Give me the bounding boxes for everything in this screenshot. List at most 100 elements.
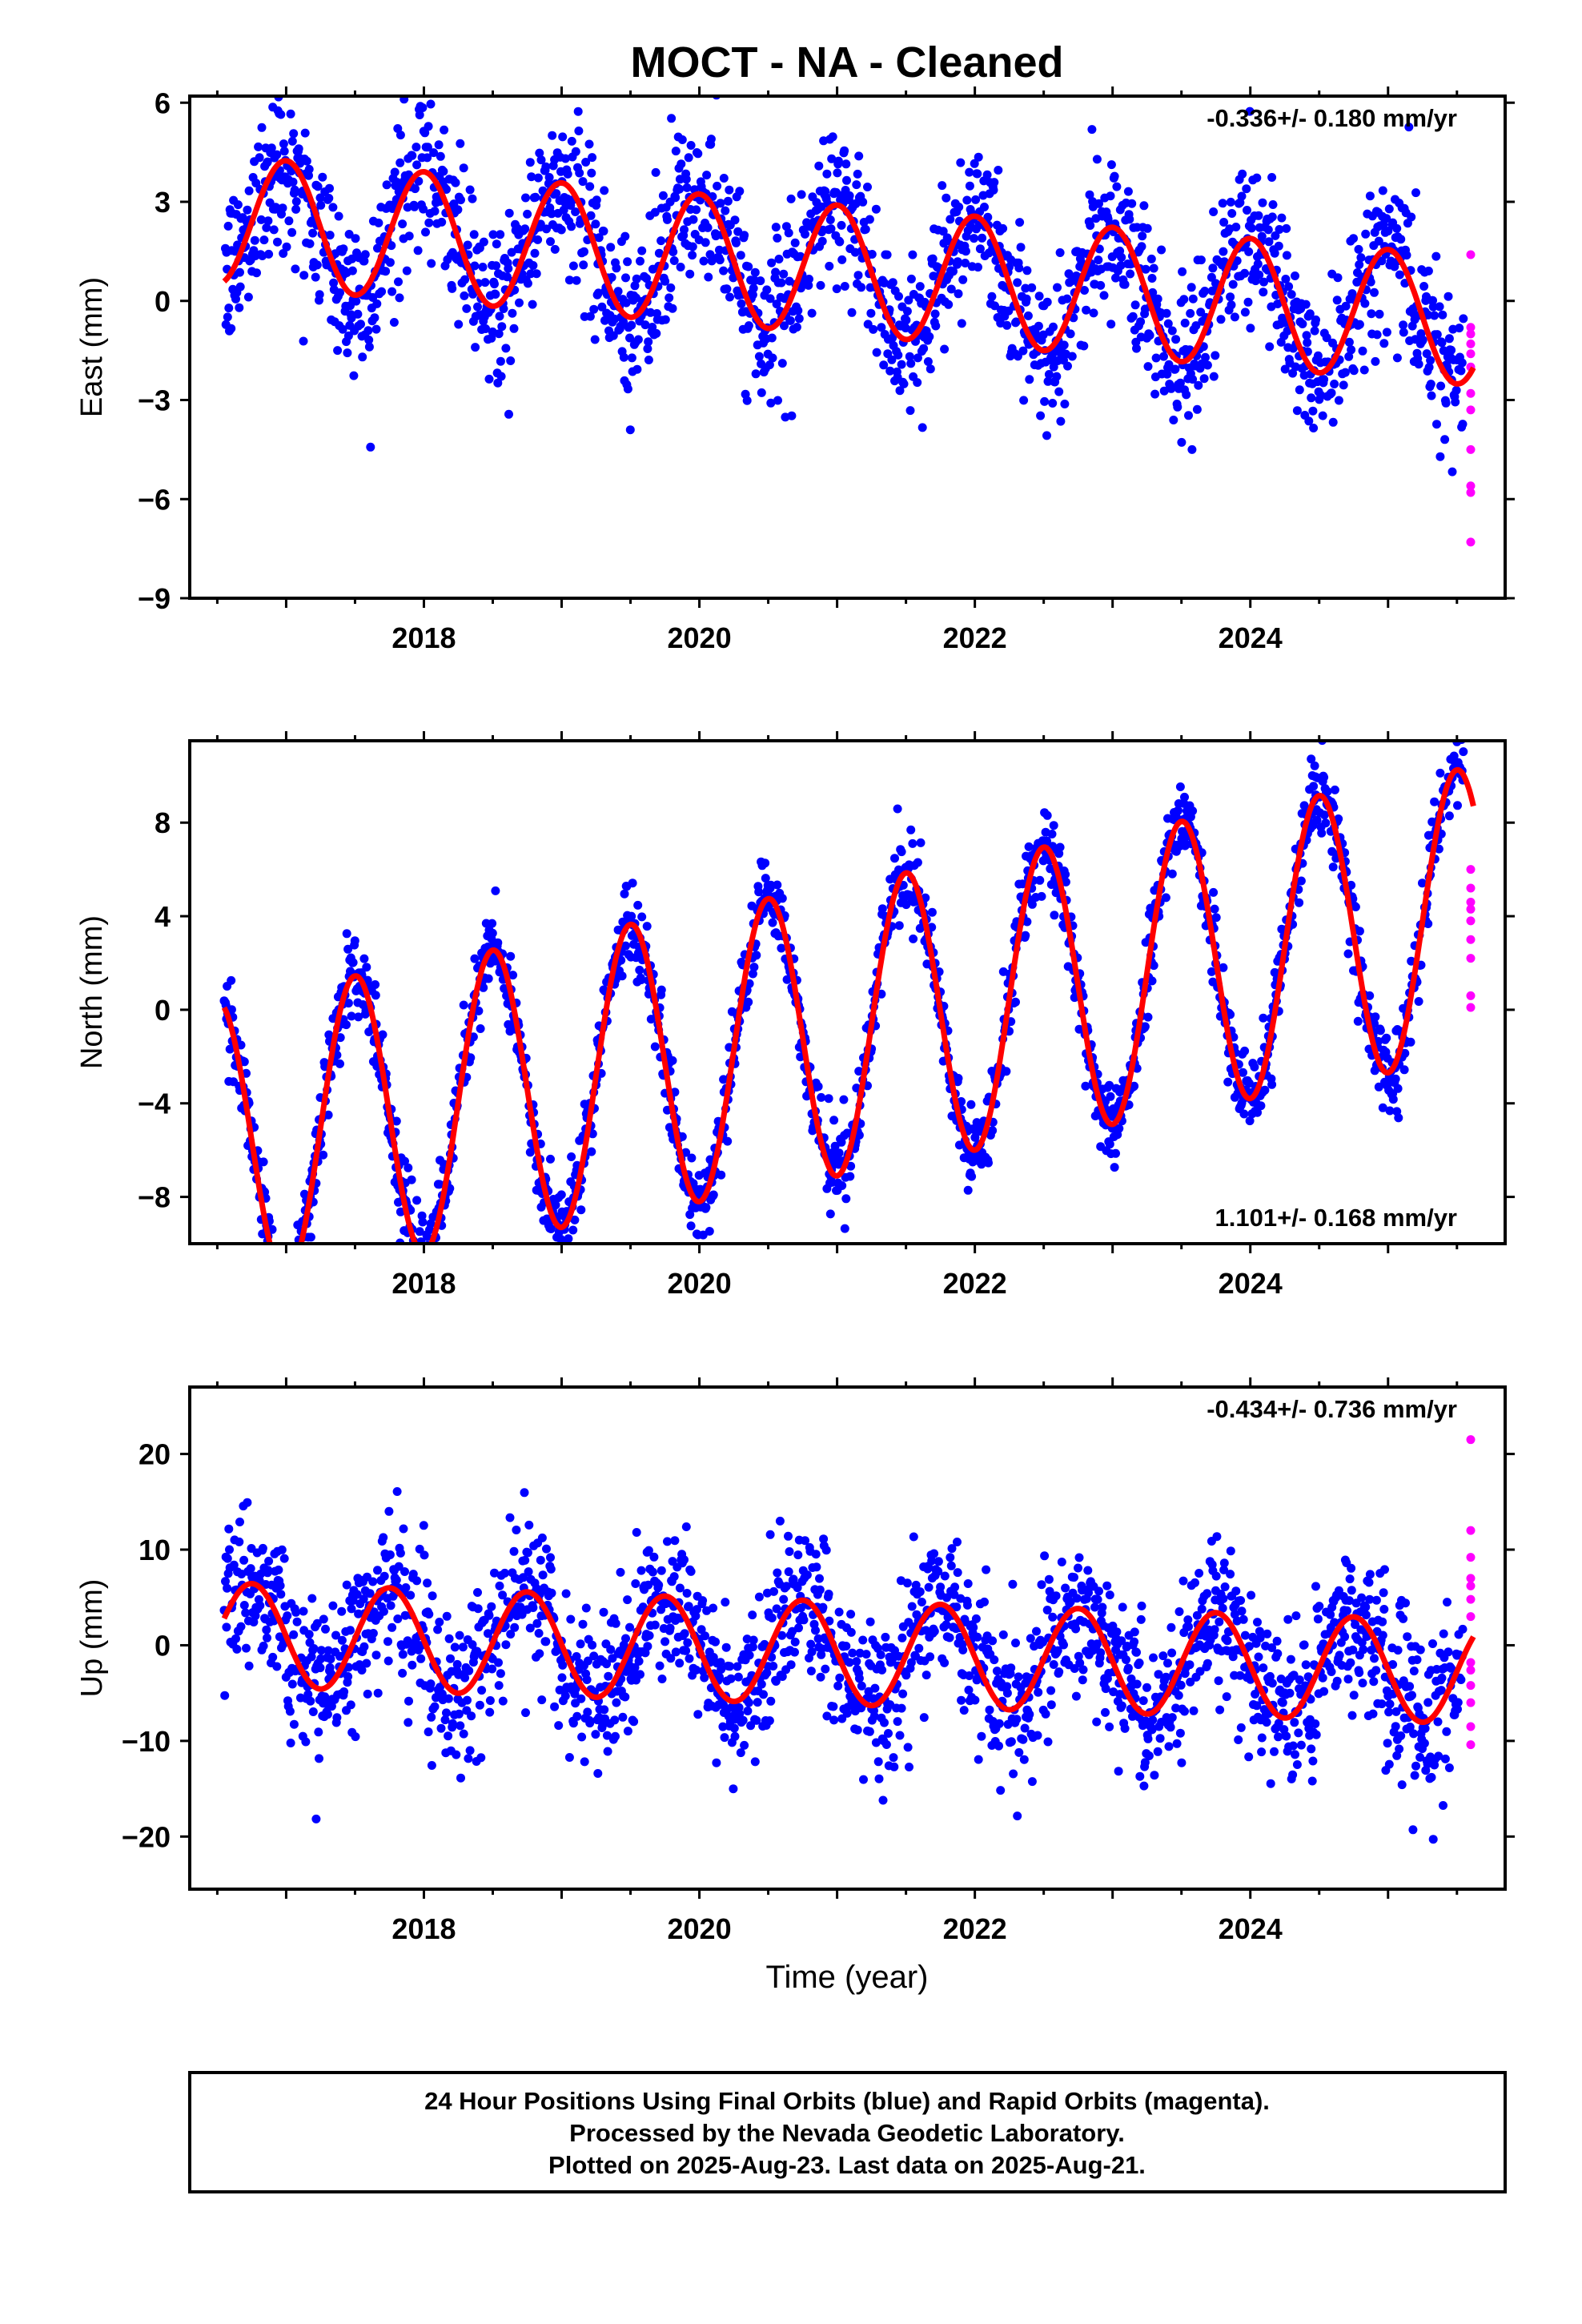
data-point: [748, 1610, 757, 1620]
data-point: [751, 369, 761, 379]
data-point: [351, 296, 361, 306]
data-point: [1130, 300, 1140, 310]
data-point: [551, 1200, 560, 1210]
data-point: [430, 1251, 439, 1260]
data-point: [925, 332, 934, 341]
data-point: [274, 1269, 283, 1277]
data-point: [1130, 1081, 1139, 1091]
data-point: [946, 215, 955, 224]
data-point: [332, 1713, 342, 1723]
data-point: [744, 997, 753, 1007]
data-point: [801, 1536, 809, 1546]
panel-frame: [188, 94, 1507, 600]
data-point: [547, 209, 556, 219]
data-point: [268, 1251, 277, 1260]
data-point: [291, 197, 301, 207]
data-point: [262, 1625, 271, 1634]
data-point: [379, 1571, 389, 1581]
data-point: [291, 1607, 301, 1617]
data-point: [773, 880, 782, 890]
data-point: [1219, 218, 1229, 227]
data-point: [464, 1754, 473, 1763]
data-point: [558, 132, 568, 142]
data-point: [738, 1715, 748, 1725]
data-point: [1245, 107, 1255, 116]
data-point: [383, 1637, 392, 1647]
data-point: [291, 204, 301, 214]
data-point: [620, 889, 629, 899]
data-point: [1452, 385, 1461, 395]
data-point: [1162, 308, 1171, 318]
data-point: [1330, 785, 1339, 794]
data-point: [521, 1708, 530, 1718]
data-point: [554, 1721, 564, 1731]
data-point: [1042, 836, 1051, 846]
data-point: [752, 1715, 761, 1725]
data-point: [942, 193, 951, 203]
rapid-point: [1466, 488, 1476, 497]
data-point: [1216, 315, 1226, 324]
data-point: [794, 1623, 803, 1633]
data-point: [368, 293, 378, 302]
data-point: [456, 1773, 465, 1783]
data-point: [525, 1623, 535, 1633]
data-point: [289, 1266, 298, 1275]
data-point: [1308, 406, 1318, 416]
data-point: [1094, 255, 1103, 265]
data-point: [1432, 420, 1441, 429]
data-point: [231, 1634, 240, 1643]
data-point: [412, 1196, 422, 1205]
data-point: [671, 1647, 681, 1657]
rapid-point: [1466, 329, 1476, 339]
data-point: [271, 1256, 280, 1265]
data-point: [1219, 247, 1228, 256]
data-point: [1371, 1012, 1380, 1022]
data-point: [343, 944, 353, 954]
data-point: [1149, 263, 1158, 273]
data-point: [556, 225, 566, 235]
data-point: [484, 974, 493, 983]
data-point: [1211, 351, 1220, 360]
data-point: [816, 280, 825, 290]
data-point: [1180, 792, 1189, 802]
data-point: [686, 1566, 696, 1576]
data-point: [287, 136, 297, 146]
data-point: [370, 313, 379, 323]
data-point: [1175, 782, 1185, 791]
data-point: [528, 1603, 538, 1612]
plot-area: [219, 741, 1476, 1285]
data-point: [1050, 911, 1059, 920]
data-point: [1402, 251, 1411, 260]
data-point: [548, 131, 557, 140]
data-point: [785, 316, 795, 325]
data-point: [1218, 199, 1227, 208]
data-point: [1196, 255, 1206, 265]
data-point: [258, 1543, 267, 1553]
data-point: [1355, 320, 1364, 329]
data-point: [621, 1634, 630, 1643]
data-point: [299, 336, 308, 346]
data-point: [725, 185, 734, 195]
data-point: [644, 337, 653, 347]
data-point: [1022, 266, 1032, 275]
data-point: [1239, 1068, 1247, 1077]
data-point: [661, 315, 670, 324]
data-point: [775, 1516, 785, 1526]
data-point: [281, 1277, 290, 1285]
data-point: [1377, 256, 1387, 266]
data-point: [990, 301, 999, 311]
data-point: [966, 1100, 976, 1109]
data-point: [530, 248, 540, 258]
data-point: [761, 858, 770, 868]
data-point: [632, 1528, 641, 1537]
data-point: [255, 1601, 265, 1610]
data-point: [872, 348, 881, 357]
data-point: [1192, 404, 1202, 414]
data-point: [604, 1671, 613, 1681]
data-point: [711, 1637, 720, 1647]
data-point: [1106, 160, 1116, 170]
data-point: [348, 958, 358, 967]
data-point: [825, 261, 834, 271]
data-point: [1106, 1092, 1115, 1101]
